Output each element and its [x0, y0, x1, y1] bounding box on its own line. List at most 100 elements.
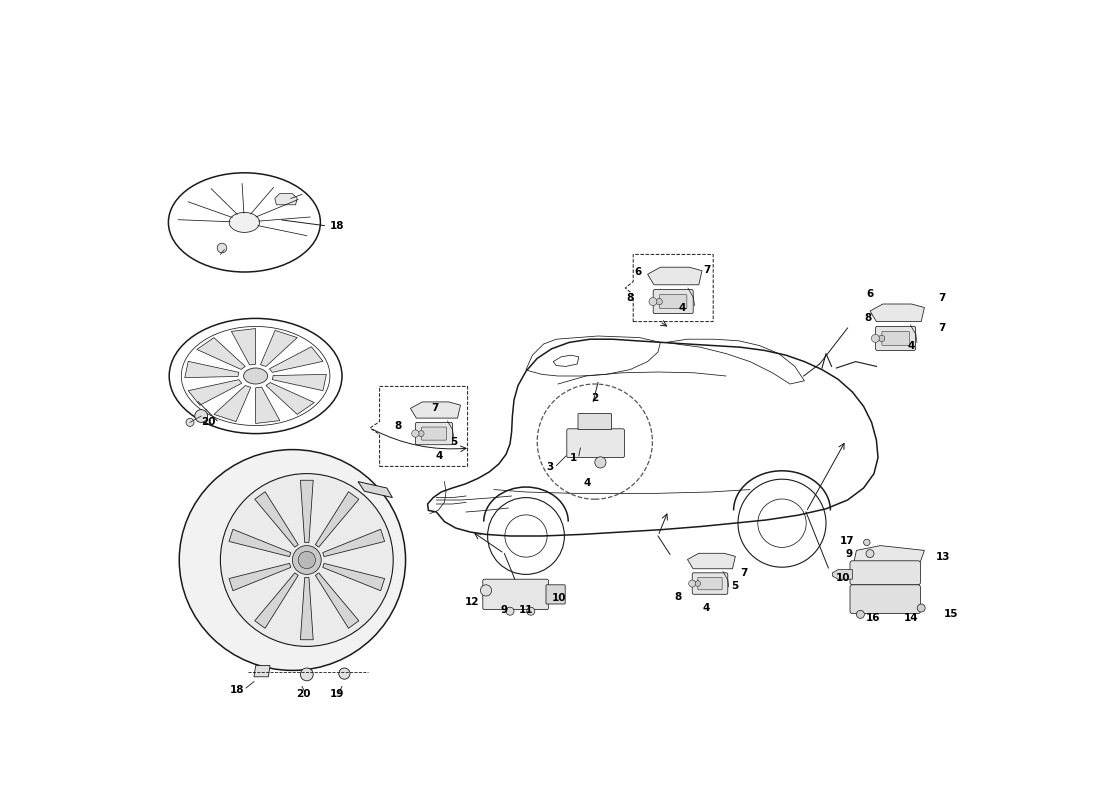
Text: 8: 8: [674, 592, 681, 602]
Circle shape: [527, 607, 535, 615]
Polygon shape: [322, 530, 385, 557]
Text: 7: 7: [938, 323, 945, 333]
FancyBboxPatch shape: [882, 331, 910, 346]
Polygon shape: [255, 573, 298, 628]
Ellipse shape: [243, 368, 267, 384]
Text: 6: 6: [634, 267, 641, 277]
Polygon shape: [316, 492, 359, 547]
Text: 8: 8: [626, 293, 634, 302]
Text: 16: 16: [866, 613, 880, 622]
Text: 4: 4: [679, 303, 685, 313]
FancyBboxPatch shape: [578, 414, 612, 430]
Circle shape: [418, 430, 425, 437]
Text: 18: 18: [330, 221, 344, 230]
FancyBboxPatch shape: [566, 429, 625, 458]
Polygon shape: [229, 530, 290, 557]
Polygon shape: [231, 329, 255, 365]
FancyBboxPatch shape: [660, 294, 686, 309]
Polygon shape: [261, 330, 297, 366]
FancyBboxPatch shape: [850, 561, 921, 585]
Polygon shape: [300, 578, 313, 640]
Text: 5: 5: [450, 437, 458, 446]
Text: 6: 6: [867, 290, 875, 299]
Ellipse shape: [179, 450, 406, 670]
Circle shape: [871, 334, 879, 342]
Text: 19: 19: [330, 690, 344, 699]
Text: 4: 4: [436, 451, 443, 461]
FancyBboxPatch shape: [653, 290, 693, 314]
Circle shape: [689, 580, 695, 587]
Polygon shape: [197, 338, 245, 370]
Polygon shape: [255, 387, 279, 423]
Text: 7: 7: [938, 293, 945, 302]
FancyBboxPatch shape: [421, 427, 447, 440]
Polygon shape: [854, 546, 924, 562]
Circle shape: [195, 410, 208, 422]
Polygon shape: [254, 666, 270, 677]
Text: 1: 1: [570, 453, 578, 462]
Circle shape: [857, 610, 865, 618]
Polygon shape: [214, 386, 251, 422]
Circle shape: [217, 243, 227, 253]
Circle shape: [411, 430, 419, 438]
Polygon shape: [229, 563, 290, 590]
Text: 13: 13: [936, 552, 950, 562]
Text: 7: 7: [740, 568, 748, 578]
Text: 17: 17: [839, 536, 854, 546]
FancyBboxPatch shape: [692, 573, 728, 594]
Text: 14: 14: [904, 613, 918, 622]
Text: 10: 10: [836, 573, 850, 582]
Polygon shape: [185, 362, 239, 378]
Circle shape: [506, 607, 514, 615]
Text: 10: 10: [551, 594, 566, 603]
FancyBboxPatch shape: [483, 579, 549, 610]
FancyBboxPatch shape: [850, 585, 921, 614]
Circle shape: [339, 668, 350, 679]
Polygon shape: [410, 402, 461, 418]
Text: 2: 2: [592, 394, 598, 403]
Text: 12: 12: [465, 597, 480, 606]
Polygon shape: [316, 573, 359, 628]
Text: 7: 7: [431, 403, 439, 413]
Polygon shape: [688, 554, 735, 569]
Text: 8: 8: [395, 421, 402, 430]
Circle shape: [300, 668, 313, 681]
Polygon shape: [870, 304, 924, 322]
Circle shape: [595, 457, 606, 468]
Text: 5: 5: [730, 581, 738, 590]
Circle shape: [866, 550, 874, 558]
Polygon shape: [188, 380, 242, 406]
Text: 8: 8: [865, 314, 871, 323]
FancyBboxPatch shape: [876, 326, 915, 350]
Polygon shape: [322, 563, 385, 590]
Text: 11: 11: [519, 605, 534, 614]
Circle shape: [917, 604, 925, 612]
Polygon shape: [266, 382, 315, 414]
Text: 9: 9: [845, 549, 853, 558]
Text: 9: 9: [500, 605, 507, 614]
Text: 4: 4: [908, 341, 915, 350]
Polygon shape: [358, 482, 393, 498]
Circle shape: [481, 585, 492, 596]
Circle shape: [649, 298, 657, 306]
FancyBboxPatch shape: [697, 578, 722, 590]
Polygon shape: [300, 480, 313, 542]
Polygon shape: [648, 267, 702, 285]
Text: 3: 3: [547, 462, 554, 472]
Polygon shape: [273, 374, 327, 390]
Circle shape: [864, 539, 870, 546]
Text: 7: 7: [704, 266, 711, 275]
Polygon shape: [270, 346, 323, 372]
Text: 20: 20: [201, 418, 216, 427]
Circle shape: [879, 335, 884, 342]
Circle shape: [293, 546, 321, 574]
Text: 20: 20: [296, 690, 311, 699]
Circle shape: [298, 551, 316, 569]
Ellipse shape: [229, 212, 260, 232]
Text: 18: 18: [230, 685, 244, 694]
Polygon shape: [255, 492, 298, 547]
Text: 4: 4: [583, 478, 591, 488]
FancyBboxPatch shape: [416, 422, 452, 445]
FancyBboxPatch shape: [546, 585, 565, 604]
Polygon shape: [275, 194, 297, 205]
